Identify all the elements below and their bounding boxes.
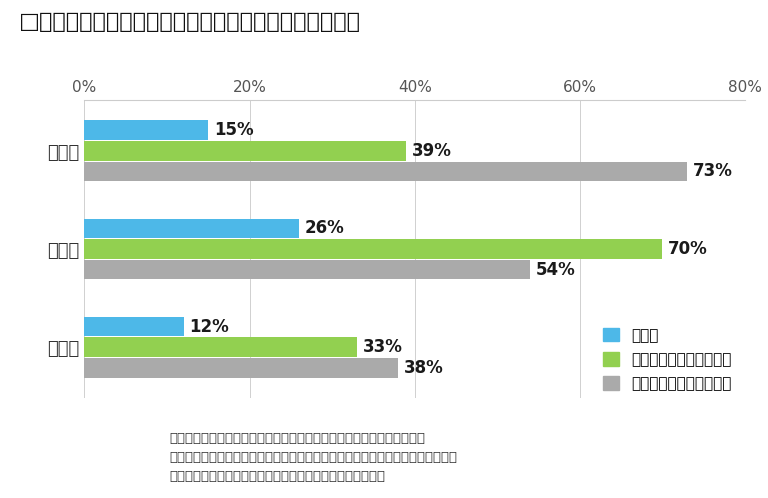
- Text: 70%: 70%: [668, 240, 708, 258]
- Bar: [84, 358, 398, 378]
- Text: 15%: 15%: [214, 121, 253, 139]
- Text: 39%: 39%: [412, 142, 452, 160]
- Bar: [84, 338, 357, 357]
- Bar: [84, 219, 300, 238]
- Bar: [84, 161, 687, 181]
- Text: 26%: 26%: [305, 219, 345, 238]
- Text: 38%: 38%: [404, 359, 444, 377]
- Text: 33%: 33%: [362, 338, 402, 356]
- Bar: [84, 317, 184, 337]
- Bar: [84, 260, 530, 279]
- Bar: [84, 120, 208, 140]
- Bar: [84, 239, 662, 259]
- Bar: [84, 141, 406, 160]
- Text: 12%: 12%: [190, 318, 229, 336]
- Text: □有料の学習塔の利用割合（文部科学省調査との比較）: □有料の学習塔の利用割合（文部科学省調査との比較）: [19, 12, 361, 32]
- Text: ＊「小学生」・「中学生」・「高校生」の子どもがいる回答者が対象。
　文部科学省調査の数値は、「令和３年度子供の学習費調査」（文部科学省）に
　おける、学習塔費に: ＊「小学生」・「中学生」・「高校生」の子どもがいる回答者が対象。 文部科学省調査…: [169, 432, 457, 483]
- Legend: 本調査, 文部科学省調査（公立）, 文部科学省調査（私立）: 本調査, 文部科学省調査（公立）, 文部科学省調査（私立）: [598, 322, 737, 397]
- Text: 73%: 73%: [693, 162, 733, 180]
- Text: 54%: 54%: [536, 260, 576, 279]
